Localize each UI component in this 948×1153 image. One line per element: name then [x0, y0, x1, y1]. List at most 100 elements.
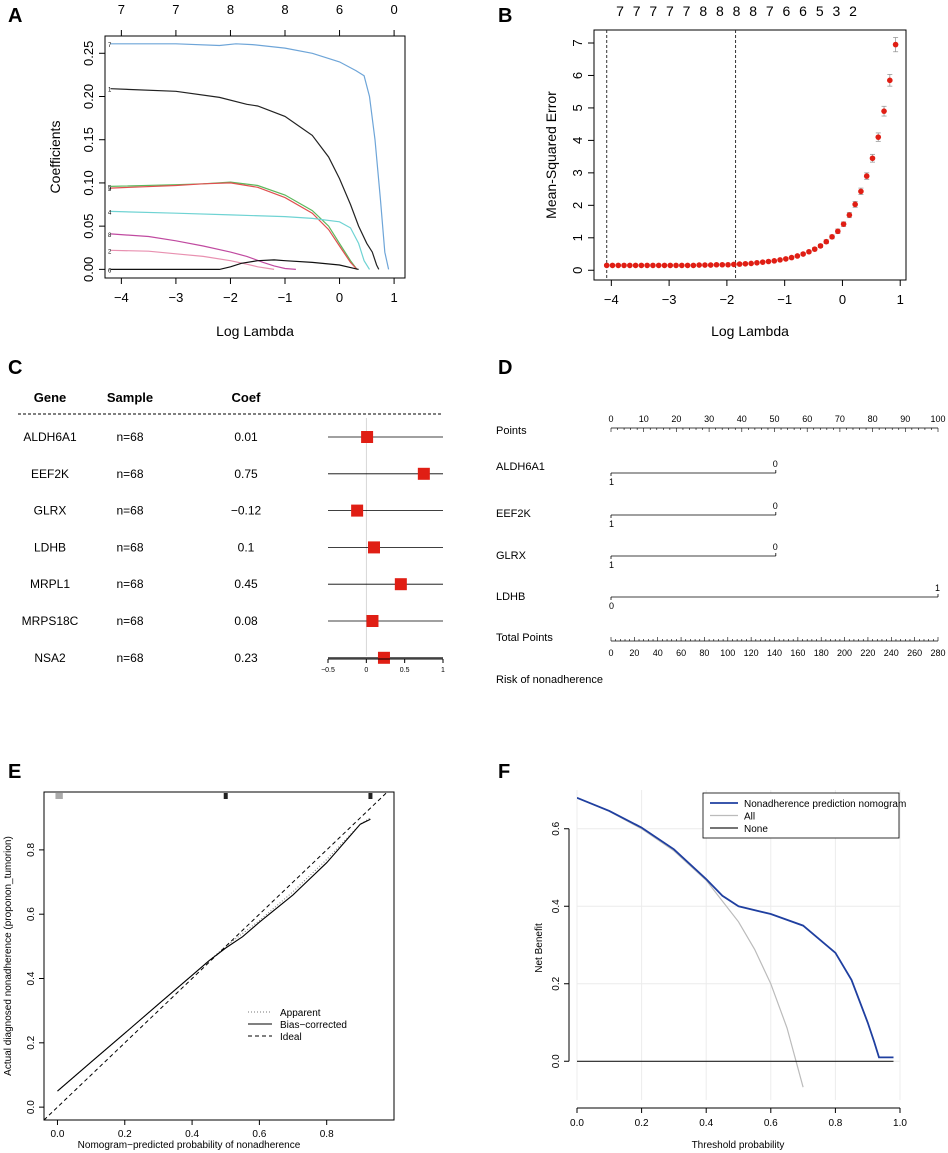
net-benefit-nonadherence-prediction-nomogram: [577, 796, 894, 1059]
rug-mark: [368, 793, 373, 799]
coef-path-1: [110, 88, 380, 270]
gene-name: EEF2K: [31, 467, 69, 481]
coef-path-8: [110, 233, 296, 270]
row-label: GLRX: [496, 550, 527, 562]
mse-point: [650, 262, 656, 269]
curves-group: [577, 796, 894, 1088]
x-tick-label: 0.0: [51, 1129, 65, 1140]
series-label: 3: [108, 187, 112, 193]
coef-path-5: [110, 181, 358, 270]
sample-size: n=68: [116, 540, 143, 554]
y-tick-label: 0.2: [26, 1035, 37, 1049]
top-label: 7: [616, 3, 624, 19]
mse-point: [840, 221, 847, 227]
total-tick-label: 20: [629, 648, 639, 658]
sample-size: n=68: [116, 467, 143, 481]
mse-point: [887, 77, 893, 84]
points-tick-label: 40: [737, 414, 747, 424]
points-tick-label: 0: [608, 414, 613, 424]
coef-marker: [368, 541, 380, 554]
y-tick-label: 0.6: [26, 907, 37, 921]
total-tick-label: 40: [653, 648, 663, 658]
series-label: 1: [108, 88, 112, 94]
total-tick-label: 0: [608, 648, 613, 658]
plot-frame: [43, 791, 395, 1121]
top-label: 7: [766, 3, 774, 19]
mse-point: [655, 262, 662, 269]
mse-point: [875, 134, 882, 140]
coef-marker: [417, 467, 430, 480]
mse-point: [869, 155, 876, 162]
total-tick-label: 280: [930, 648, 945, 658]
points-tick-label: 50: [769, 414, 779, 424]
mse-point: [823, 238, 830, 245]
coef-marker: [366, 615, 379, 627]
sample-size: n=68: [116, 504, 143, 518]
mse-point: [858, 188, 864, 195]
mse-point: [644, 262, 650, 269]
total-tick-label: 200: [837, 648, 852, 658]
y-tick-label: 3: [570, 169, 585, 176]
panel-letter: B: [498, 5, 512, 27]
mse-point: [800, 251, 806, 257]
x-tick-label: −1: [278, 290, 293, 305]
panel-letter: D: [498, 357, 512, 379]
mse-point: [754, 259, 760, 266]
coef-marker: [361, 431, 374, 443]
mse-point: [731, 261, 737, 268]
total-tick-label: 160: [790, 648, 805, 658]
variable-level: 1: [609, 477, 614, 487]
coef-path-3: [110, 182, 358, 270]
top-tick-label: 7: [118, 2, 125, 17]
gene-name: MRPS18C: [22, 614, 79, 628]
coef-value: 0.75: [234, 467, 258, 481]
y-tick-label: 0.20: [81, 84, 96, 109]
row-label: EEF2K: [496, 508, 532, 520]
y-axis-label: Net Benefit: [534, 923, 545, 973]
mse-point: [794, 253, 801, 259]
coef-value: 0.1: [238, 540, 255, 554]
series-label: 6: [108, 268, 112, 274]
y-tick-label: 0.4: [551, 899, 562, 913]
x-tick-label: 0.6: [252, 1129, 266, 1140]
points-tick-label: 60: [802, 414, 812, 424]
mse-point: [609, 262, 616, 269]
variable-level: 0: [773, 501, 778, 511]
mse-point: [627, 262, 633, 269]
mse-point: [759, 259, 766, 265]
panel-e-calibration: E 0.0 0.2 0.4 0.6 0.8 0.0 0.2 0.4 0.6 0.8 ApparentB…: [3, 761, 395, 1151]
coef-path-7: [110, 43, 390, 270]
top-label: 7: [666, 3, 674, 19]
gene-name: LDHB: [34, 540, 66, 554]
row-label: Risk of nonadherence: [496, 674, 603, 686]
header-gene: Gene: [34, 390, 67, 405]
series-label: 5: [108, 185, 112, 191]
top-tick-label: 6: [336, 2, 343, 17]
series-label: 4: [108, 210, 112, 216]
top-label: 3: [832, 3, 840, 19]
mse-point: [603, 262, 610, 269]
total-tick-label: 60: [676, 648, 686, 658]
total-tick-label: 220: [860, 648, 875, 658]
points-tick-label: 10: [639, 414, 649, 424]
mse-point: [742, 260, 749, 267]
y-tick-label: 0.05: [81, 213, 96, 238]
mse-point: [615, 262, 622, 269]
row-label: ALDH6A1: [496, 461, 545, 473]
panel-letter: E: [8, 761, 21, 783]
y-tick-label: 4: [570, 137, 585, 144]
y-tick-label: 0.10: [81, 170, 96, 195]
top-label: 7: [683, 3, 691, 19]
mse-point: [725, 261, 731, 268]
x-tick-label: 0.5: [400, 667, 410, 674]
coef-value: 0.23: [234, 651, 258, 665]
y-tick-label: 0: [570, 267, 585, 274]
panel-letter: A: [8, 5, 22, 27]
top-label: 7: [633, 3, 641, 19]
x-tick-label: 0.4: [699, 1118, 713, 1129]
points-tick-label: 30: [704, 414, 714, 424]
mse-point: [702, 262, 708, 268]
coef-marker: [394, 578, 407, 591]
gene-name: MRPL1: [30, 577, 70, 591]
